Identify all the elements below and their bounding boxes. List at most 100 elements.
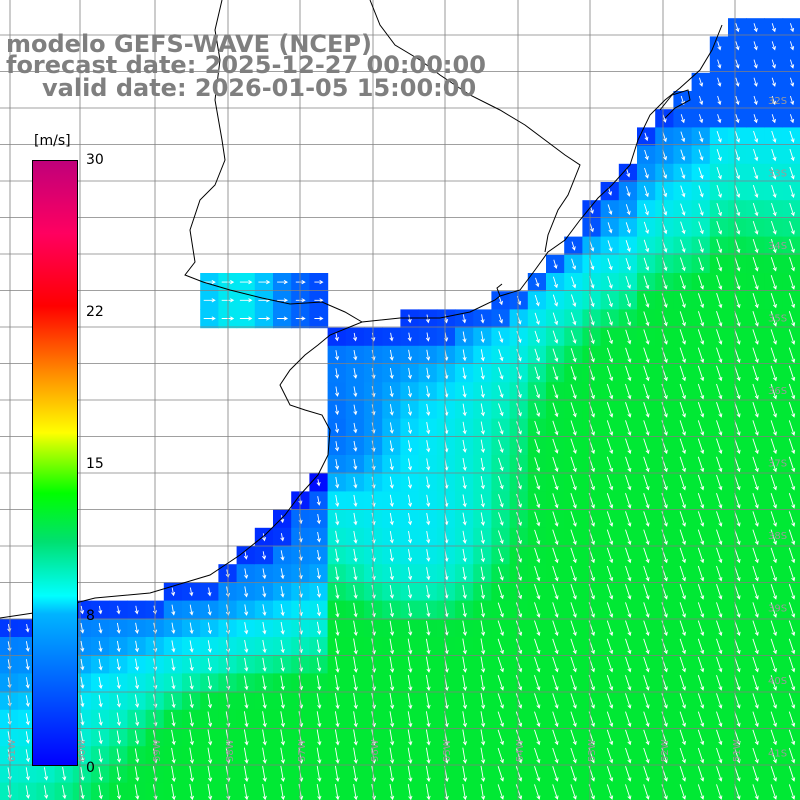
wind-vector [607, 258, 613, 271]
wind-vector [262, 639, 267, 654]
wind-vector [534, 620, 541, 637]
wind-vector [788, 529, 796, 546]
wind-speed-cell [782, 618, 800, 638]
wind-vector [770, 493, 777, 509]
wind-vector [389, 656, 395, 673]
wind-vector [262, 568, 267, 580]
wind-vector [734, 202, 741, 217]
wind-vector [534, 330, 540, 344]
wind-vector [314, 298, 324, 303]
wind-vector [789, 166, 795, 180]
wind-vector [771, 130, 777, 143]
wind-vector [353, 386, 358, 398]
wind-vector [625, 493, 632, 509]
wind-vector [243, 765, 249, 783]
wind-vector [752, 493, 759, 509]
wind-vector [480, 620, 486, 637]
wind-vector [480, 729, 486, 746]
wind-vector [788, 329, 796, 345]
wind-vector [697, 529, 705, 546]
wind-vector [389, 494, 394, 508]
wind-vector [717, 114, 722, 124]
wind-vector [752, 656, 759, 673]
wind-vector [734, 311, 741, 327]
wind-vector [171, 765, 176, 783]
wind-vector [606, 438, 614, 455]
wind-vector [607, 240, 613, 252]
wind-vector [334, 656, 340, 673]
wind-vector [643, 693, 650, 709]
wind-vector [25, 641, 30, 652]
wind-vector [643, 711, 650, 728]
wind-vector [134, 640, 140, 653]
wind-vector [734, 675, 741, 691]
wind-vector [788, 638, 796, 655]
wind-vector [462, 620, 467, 637]
wind-speed-cell [782, 345, 800, 365]
wind-vector [353, 404, 358, 416]
wind-vector [625, 729, 632, 746]
wind-vector [679, 766, 686, 782]
wind-vector [770, 347, 777, 364]
wind-vector [735, 59, 740, 69]
wind-vector [570, 493, 577, 509]
wind-vector [25, 785, 30, 799]
wind-vector [770, 693, 777, 709]
wind-vector [353, 711, 358, 728]
wind-vector [334, 332, 339, 342]
wind-vector [353, 566, 358, 581]
wind-vector [752, 638, 759, 655]
wind-vector [280, 765, 286, 783]
wind-vector [679, 365, 686, 382]
wind-vector [353, 656, 358, 673]
wind-vector [789, 239, 795, 254]
wind-vector [134, 622, 139, 634]
wind-vector [734, 274, 741, 290]
wind-vector [314, 280, 324, 285]
wind-vector [116, 676, 121, 690]
wind-vector [680, 185, 686, 198]
wind-vector [697, 493, 705, 509]
wind-vector [116, 766, 122, 782]
wind-vector [498, 367, 504, 380]
wind-vector [462, 711, 468, 728]
wind-vector [697, 747, 705, 764]
wind-vector [239, 316, 253, 321]
wind-vector [134, 658, 140, 671]
wind-vector [426, 603, 431, 618]
wind-vector [262, 622, 267, 635]
wind-vector [462, 512, 467, 526]
wind-vector [716, 784, 723, 800]
wind-vector [716, 402, 723, 418]
wind-vector [116, 622, 121, 634]
wind-vector [515, 656, 523, 673]
wind-vector [515, 766, 523, 782]
wind-vector [262, 657, 267, 672]
wind-vector [770, 766, 777, 782]
wind-vector [515, 584, 523, 600]
latitude-label: 33S [768, 169, 787, 180]
wind-vector [788, 766, 796, 782]
wind-vector [680, 167, 686, 180]
wind-vector [716, 656, 723, 673]
wind-vector [770, 402, 777, 418]
wind-vector [189, 587, 194, 597]
wind-vector [771, 202, 777, 217]
wind-vector [753, 77, 758, 87]
wind-vector [752, 529, 759, 546]
wind-vector [426, 440, 431, 453]
wind-vector [771, 95, 776, 106]
wind-vector [426, 620, 431, 636]
wind-speed-cell [782, 527, 800, 547]
wind-vector [244, 568, 249, 580]
wind-vector [752, 766, 759, 782]
wind-vector [221, 316, 235, 321]
wind-vector [770, 711, 777, 728]
wind-vector [316, 550, 321, 562]
wind-vector [407, 729, 413, 746]
wind-speed-cell [782, 127, 800, 147]
wind-vector [244, 622, 249, 635]
latitude-label: 39S [768, 604, 787, 615]
wind-vector [316, 514, 321, 525]
wind-vector [407, 476, 413, 489]
